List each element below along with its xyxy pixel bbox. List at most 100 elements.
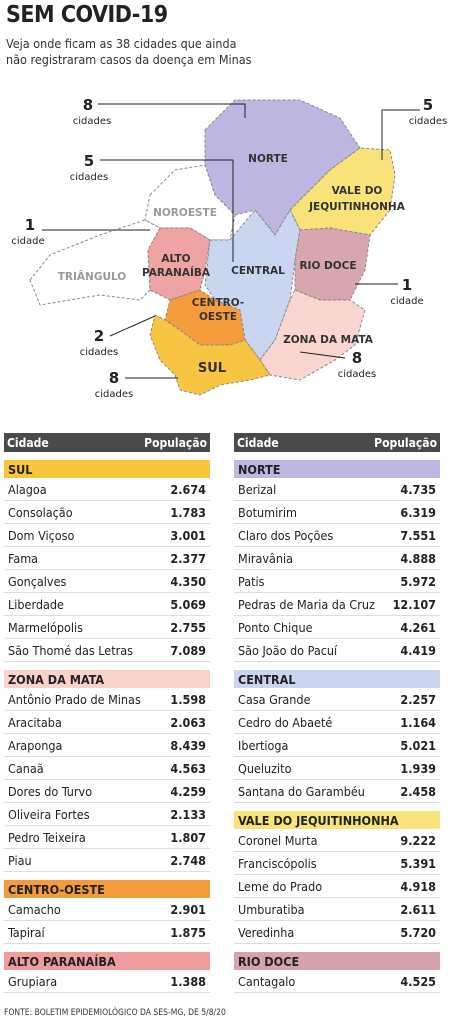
map: NORTE NOROESTE VALE DO JEQUITINHONHA TRI… xyxy=(11,96,447,400)
table-row: Cedro do Abaeté 1.164 xyxy=(234,712,440,734)
group-header: RIO DOCE xyxy=(234,952,440,970)
population: 4.525 xyxy=(400,974,436,989)
table-row: Veredinha 5.720 xyxy=(234,922,440,944)
table-row: Canaã 4.563 xyxy=(4,758,210,780)
population: 2.748 xyxy=(170,853,206,868)
callout-count: 5 xyxy=(84,152,94,170)
region-label: RIO DOCE xyxy=(299,260,356,272)
city-name: Patis xyxy=(238,574,265,589)
table-row: Claro dos Poções 7.551 xyxy=(234,525,440,547)
region-triangulo xyxy=(29,219,161,306)
table-row: Casa Grande 2.257 xyxy=(234,689,440,711)
city-name: Fama xyxy=(8,551,39,566)
callout-count: 5 xyxy=(423,96,433,114)
population: 2.377 xyxy=(170,551,206,566)
region-label: OESTE xyxy=(199,311,237,323)
city-name: Araponga xyxy=(8,738,63,753)
column-header: Cidade xyxy=(237,435,279,450)
city-name: Piau xyxy=(8,853,32,868)
region-label: NORTE xyxy=(248,153,288,165)
group-header: ZONA DA MATA xyxy=(4,670,210,688)
city-name: Marmelópolis xyxy=(8,620,84,635)
table-row: Araponga 8.439 xyxy=(4,735,210,757)
table-row: Santana do Garambéu 2.458 xyxy=(234,781,440,803)
region-label: JEQUITINHONHA xyxy=(308,201,406,213)
region-sul xyxy=(149,314,271,396)
city-name: Grupiara xyxy=(8,974,58,989)
group-header: SUL xyxy=(4,460,210,478)
city-name: Queluzito xyxy=(238,761,292,776)
callout-count: 8 xyxy=(352,349,362,367)
population: 1.807 xyxy=(170,830,206,845)
region-label: ALTO xyxy=(161,253,190,265)
callout-count: 8 xyxy=(83,96,93,114)
callout-unit: cidades xyxy=(70,172,108,183)
population: 5.021 xyxy=(400,738,436,753)
title: SEM COVID-19 xyxy=(6,2,168,28)
population: 2.901 xyxy=(170,902,206,917)
population: 4.918 xyxy=(400,879,436,894)
group-header: NORTE xyxy=(234,460,440,478)
population: 4.563 xyxy=(170,761,206,776)
population: 5.391 xyxy=(400,856,436,871)
population: 3.001 xyxy=(170,528,206,543)
city-name: São Thomé das Letras xyxy=(8,643,134,658)
city-name: Pedro Teixeira xyxy=(8,830,86,845)
callout-count: 1 xyxy=(402,276,412,294)
table-row: Fama 2.377 xyxy=(4,548,210,570)
population: 4.259 xyxy=(170,784,206,799)
region-label: SUL xyxy=(198,361,226,376)
group-header: CENTRO-OESTE xyxy=(4,880,210,898)
city-name: Tapiraí xyxy=(8,925,45,940)
city-name: Leme do Prado xyxy=(238,879,323,894)
table-row: Alagoa 2.674 xyxy=(4,479,210,501)
table-header: Cidade População xyxy=(234,433,440,452)
callout-unit: cidades xyxy=(73,116,111,127)
city-name: Gonçalves xyxy=(8,574,67,589)
table-row: Botumirim 6.319 xyxy=(234,502,440,524)
city-name: Ponto Chique xyxy=(238,620,313,635)
table: Cidade População NORTE Berizal 4.735 Botumiri… xyxy=(234,433,440,993)
subtitle: não registraram casos da doença em Minas xyxy=(6,52,252,67)
city-name: Dores do Turvo xyxy=(8,784,93,799)
table-row: São Thomé das Letras 7.089 xyxy=(4,640,210,662)
city-name: Alagoa xyxy=(8,482,47,497)
table-row: Dores do Turvo 4.259 xyxy=(4,781,210,803)
population: 1.598 xyxy=(170,692,206,707)
callout-unit: cidades xyxy=(95,389,133,400)
table-row: Ibertioga 5.021 xyxy=(234,735,440,757)
callout-unit: cidades xyxy=(338,369,376,380)
group-header: CENTRAL xyxy=(234,670,440,688)
population: 2.674 xyxy=(170,482,206,497)
callout-count: 2 xyxy=(94,327,104,345)
table-row: Camacho 2.901 xyxy=(4,899,210,921)
table-row: Liberdade 5.069 xyxy=(4,594,210,616)
region-label: PARANAÍBA xyxy=(142,266,211,279)
population: 7.089 xyxy=(170,643,206,658)
table-row: Miravânia 4.888 xyxy=(234,548,440,570)
population: 12.107 xyxy=(392,597,436,612)
region-label: ZONA DA MATA xyxy=(283,334,374,346)
table-row: Consolação 1.783 xyxy=(4,502,210,524)
region-label: CENTRAL xyxy=(231,265,285,277)
callout-unit: cidade xyxy=(11,236,44,247)
population: 6.319 xyxy=(400,505,436,520)
population: 4.261 xyxy=(400,620,436,635)
population: 5.972 xyxy=(400,574,436,589)
city-name: Umburatiba xyxy=(238,902,305,917)
population: 1.783 xyxy=(170,505,206,520)
table-row: Berizal 4.735 xyxy=(234,479,440,501)
group-header: VALE DO JEQUITINHONHA xyxy=(234,811,440,829)
column-header: População xyxy=(374,435,437,450)
city-name: Liberdade xyxy=(8,597,64,612)
city-name: Pedras de Maria da Cruz xyxy=(238,597,375,612)
population: 2.458 xyxy=(400,784,436,799)
city-name: Cantagalo xyxy=(238,974,296,989)
callout-count: 8 xyxy=(109,369,119,387)
city-name: Claro dos Poções xyxy=(238,528,334,543)
region-label: NOROESTE xyxy=(153,207,217,219)
table-row: Ponto Chique 4.261 xyxy=(234,617,440,639)
city-name: Coronel Murta xyxy=(238,833,318,848)
city-name: Botumirim xyxy=(238,505,297,520)
population: 1.939 xyxy=(400,761,436,776)
